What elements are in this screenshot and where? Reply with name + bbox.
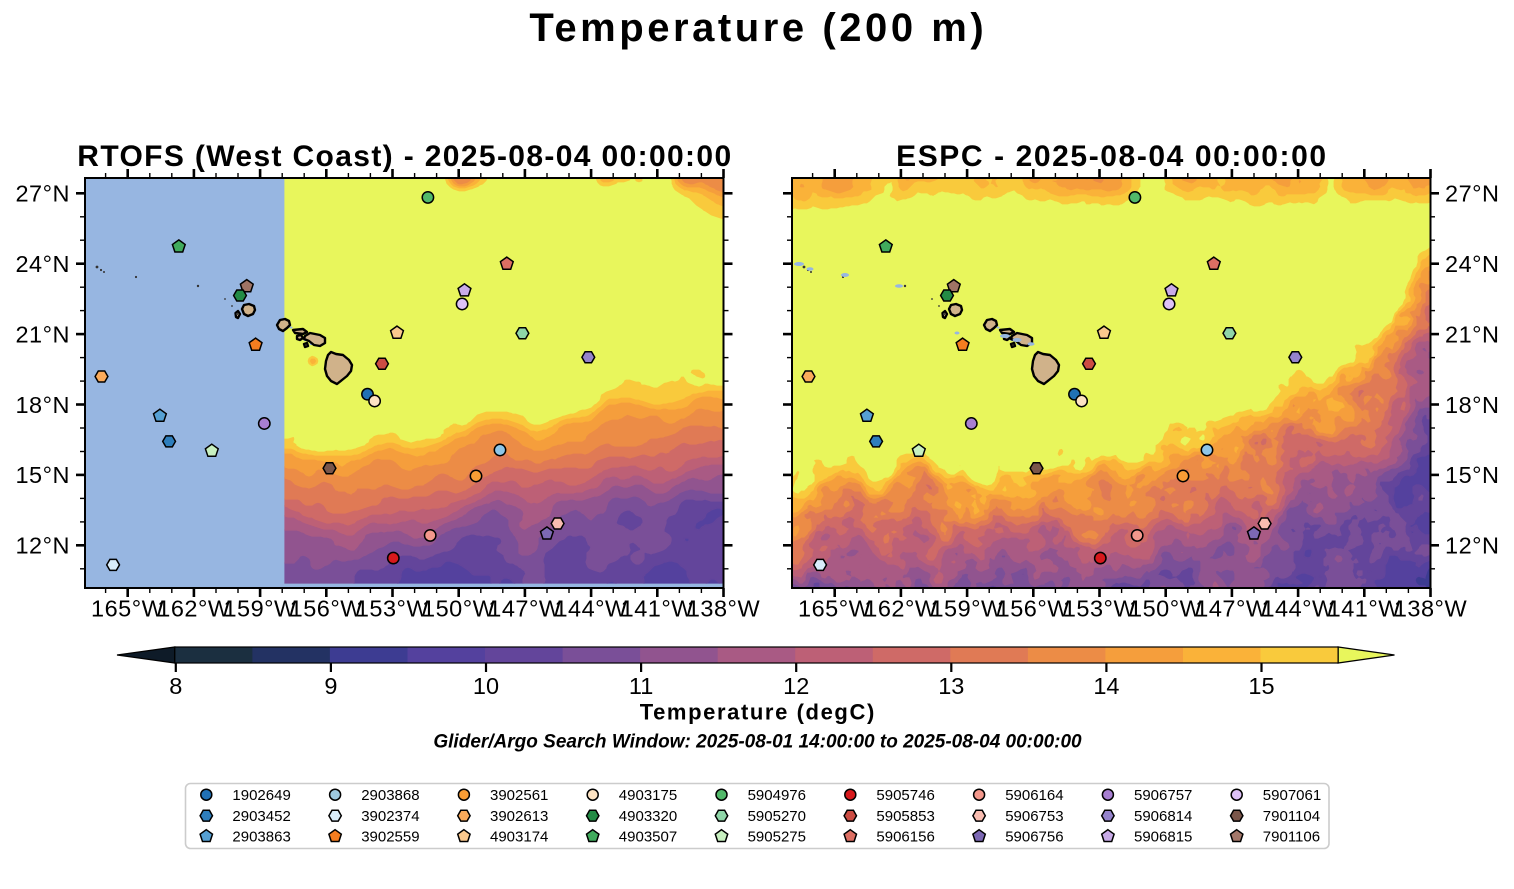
svg-text:5905275: 5905275 — [748, 829, 806, 846]
svg-text:5906164: 5906164 — [1005, 787, 1063, 804]
svg-text:15°N: 15°N — [15, 462, 70, 488]
svg-text:141°W: 141°W — [621, 596, 695, 622]
svg-text:Temperature (degC): Temperature (degC) — [640, 700, 876, 725]
svg-text:159°W: 159°W — [930, 596, 1004, 622]
svg-text:5906756: 5906756 — [1005, 829, 1063, 846]
svg-text:138°W: 138°W — [687, 596, 761, 622]
svg-text:11: 11 — [629, 673, 653, 699]
svg-text:Temperature (200 m): Temperature (200 m) — [529, 6, 987, 50]
svg-text:7901106: 7901106 — [1263, 829, 1320, 846]
svg-text:162°W: 162°W — [864, 596, 938, 622]
svg-text:15: 15 — [1248, 673, 1274, 699]
svg-text:5906757: 5906757 — [1134, 787, 1192, 804]
svg-text:3902374: 3902374 — [361, 808, 419, 825]
svg-text:Glider/Argo Search Window: 202: Glider/Argo Search Window: 2025-08-01 14… — [433, 732, 1082, 753]
svg-text:24°N: 24°N — [15, 251, 70, 277]
svg-text:141°W: 141°W — [1328, 596, 1402, 622]
svg-text:159°W: 159°W — [223, 596, 297, 622]
svg-text:3902561: 3902561 — [490, 787, 548, 804]
svg-text:18°N: 18°N — [1445, 392, 1500, 418]
svg-text:150°W: 150°W — [1129, 596, 1203, 622]
svg-text:12°N: 12°N — [1445, 533, 1500, 559]
svg-text:27°N: 27°N — [1445, 181, 1500, 207]
svg-text:15°N: 15°N — [1445, 462, 1500, 488]
svg-text:12: 12 — [783, 673, 809, 699]
svg-text:4903507: 4903507 — [619, 829, 677, 846]
svg-text:5905853: 5905853 — [876, 808, 934, 825]
svg-text:165°W: 165°W — [798, 596, 872, 622]
svg-text:9: 9 — [324, 673, 337, 699]
svg-text:144°W: 144°W — [1261, 596, 1335, 622]
svg-text:153°W: 153°W — [1063, 596, 1137, 622]
svg-text:21°N: 21°N — [1445, 321, 1500, 347]
svg-text:1902649: 1902649 — [232, 787, 290, 804]
svg-text:147°W: 147°W — [488, 596, 562, 622]
svg-text:3902559: 3902559 — [361, 829, 419, 846]
svg-text:165°W: 165°W — [91, 596, 165, 622]
svg-text:27°N: 27°N — [15, 181, 70, 207]
svg-text:5906753: 5906753 — [1005, 808, 1063, 825]
svg-text:150°W: 150°W — [422, 596, 496, 622]
svg-text:156°W: 156°W — [997, 596, 1071, 622]
svg-text:5906156: 5906156 — [876, 829, 934, 846]
svg-text:5907061: 5907061 — [1263, 787, 1321, 804]
svg-text:ESPC - 2025-08-04 00:00:00: ESPC - 2025-08-04 00:00:00 — [896, 140, 1328, 173]
svg-text:5905270: 5905270 — [748, 808, 806, 825]
svg-text:147°W: 147°W — [1195, 596, 1269, 622]
svg-text:138°W: 138°W — [1394, 596, 1468, 622]
svg-text:21°N: 21°N — [15, 321, 70, 347]
svg-text:10: 10 — [473, 673, 499, 699]
svg-text:5905746: 5905746 — [876, 787, 934, 804]
svg-text:162°W: 162°W — [157, 596, 231, 622]
svg-text:14: 14 — [1093, 673, 1119, 699]
svg-text:5906814: 5906814 — [1134, 808, 1192, 825]
svg-text:2903452: 2903452 — [232, 808, 290, 825]
svg-text:4903174: 4903174 — [490, 829, 548, 846]
svg-text:5904976: 5904976 — [748, 787, 806, 804]
svg-text:144°W: 144°W — [554, 596, 628, 622]
svg-text:2903868: 2903868 — [361, 787, 419, 804]
svg-text:153°W: 153°W — [356, 596, 430, 622]
svg-text:3902613: 3902613 — [490, 808, 548, 825]
svg-text:7901104: 7901104 — [1263, 808, 1320, 825]
svg-text:8: 8 — [169, 673, 182, 699]
svg-text:13: 13 — [938, 673, 964, 699]
svg-text:4903320: 4903320 — [619, 808, 677, 825]
svg-text:2903863: 2903863 — [232, 829, 290, 846]
svg-text:4903175: 4903175 — [619, 787, 677, 804]
svg-text:5906815: 5906815 — [1134, 829, 1192, 846]
svg-text:12°N: 12°N — [15, 533, 70, 559]
svg-text:156°W: 156°W — [290, 596, 364, 622]
svg-text:18°N: 18°N — [15, 392, 70, 418]
svg-text:24°N: 24°N — [1445, 251, 1500, 277]
svg-text:RTOFS (West Coast) - 2025-08-0: RTOFS (West Coast) - 2025-08-04 00:00:00 — [77, 140, 732, 173]
